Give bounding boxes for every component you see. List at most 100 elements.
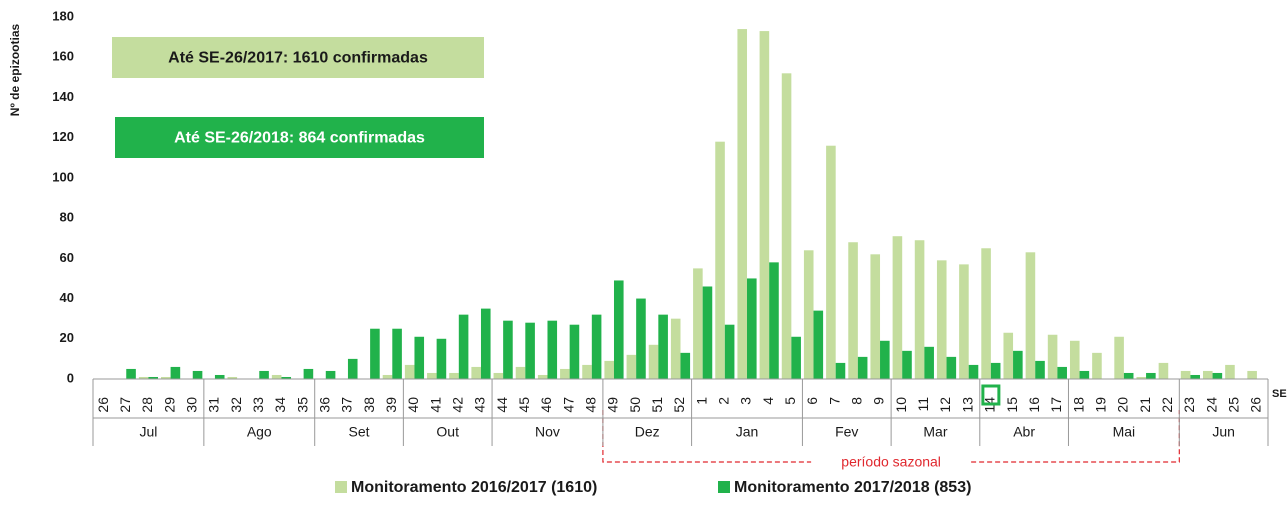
x-tick-label: 22 — [1159, 397, 1175, 413]
bar — [737, 29, 748, 380]
group-label: Jan — [736, 424, 759, 440]
bar — [1069, 340, 1080, 379]
x-tick-label: 35 — [294, 397, 310, 413]
x-tick-label: 27 — [117, 397, 133, 413]
bar — [1025, 252, 1036, 379]
bar — [515, 366, 526, 379]
y-axis-title: Nº de epizootias — [8, 23, 22, 116]
bar — [1047, 334, 1058, 379]
bar — [1003, 332, 1014, 379]
group-label: Out — [436, 424, 459, 440]
bar — [126, 368, 136, 379]
y-tick-label: 0 — [67, 370, 74, 385]
bar — [1079, 370, 1090, 379]
bar — [1123, 372, 1134, 379]
x-tick-label: 19 — [1092, 397, 1108, 413]
bar — [781, 73, 792, 380]
bar — [427, 372, 437, 379]
group-label: Set — [349, 424, 370, 440]
bar — [1212, 372, 1223, 379]
bar — [404, 364, 415, 379]
annotation-box — [112, 37, 484, 78]
x-tick-label: 20 — [1115, 397, 1131, 413]
x-tick-label: 11 — [915, 397, 931, 412]
bar — [813, 310, 824, 379]
bar — [414, 336, 425, 379]
bar — [848, 242, 858, 379]
x-tick-label: 21 — [1137, 397, 1153, 413]
bar — [648, 344, 659, 379]
legend-label: Monitoramento 2017/2018 (853) — [734, 479, 971, 496]
x-tick-label: 6 — [804, 397, 820, 405]
bar — [370, 328, 380, 379]
x-tick-label: 43 — [472, 397, 488, 413]
y-tick-label: 120 — [52, 129, 74, 144]
bar — [680, 352, 691, 379]
bar — [1114, 336, 1124, 379]
x-tick-label: 18 — [1070, 397, 1086, 413]
bar — [537, 374, 548, 379]
bar — [715, 141, 725, 379]
bar — [880, 340, 890, 379]
legend-label: Monitoramento 2016/2017 (1610) — [351, 479, 597, 496]
group-label: Mar — [923, 424, 947, 440]
x-tick-label: 8 — [849, 397, 865, 405]
bar — [613, 280, 624, 379]
x-tick-label: 31 — [206, 397, 222, 413]
x-tick-label: 42 — [450, 397, 466, 413]
x-tick-label: 1 — [693, 397, 709, 405]
bar — [392, 328, 402, 379]
x-tick-label: 17 — [1048, 397, 1064, 413]
legend-swatch — [718, 481, 730, 493]
bar — [382, 374, 393, 379]
annotation-box — [115, 117, 484, 158]
bar — [525, 322, 535, 379]
bar — [1013, 350, 1023, 379]
bar — [281, 376, 292, 379]
annotation-text: Até SE-26/2018: 864 confirmadas — [174, 130, 425, 147]
bar — [1035, 360, 1045, 379]
x-tick-label: 2 — [716, 397, 732, 405]
x-tick-label: 26 — [95, 397, 111, 413]
bar — [769, 262, 779, 379]
y-tick-label: 20 — [60, 330, 74, 345]
group-label: Jul — [139, 424, 157, 440]
bar — [1202, 370, 1213, 379]
x-tick-label: 44 — [494, 397, 510, 413]
bar — [626, 354, 637, 379]
bar — [724, 324, 735, 379]
bar — [503, 320, 513, 379]
bar — [547, 320, 558, 379]
bar — [693, 268, 703, 379]
group-label: Dez — [635, 424, 660, 440]
bar — [658, 314, 668, 379]
bar — [449, 372, 459, 379]
x-tick-label: 38 — [361, 397, 377, 413]
bar — [271, 374, 282, 379]
bar — [604, 360, 614, 379]
bar — [759, 31, 770, 379]
bar — [924, 346, 934, 379]
bar — [1158, 362, 1169, 379]
bar — [560, 368, 570, 379]
bar — [591, 314, 602, 379]
bar — [569, 324, 580, 379]
y-tick-label: 60 — [60, 250, 74, 265]
x-tick-label: 26 — [1248, 397, 1264, 413]
bar — [347, 358, 358, 379]
x-tick-label: 28 — [139, 397, 155, 413]
bar — [636, 298, 646, 379]
x-tick-label: 32 — [228, 397, 244, 413]
bar — [1136, 376, 1147, 379]
x-tick-label: 47 — [560, 397, 576, 413]
y-tick-label: 160 — [52, 49, 74, 64]
bar — [835, 362, 846, 379]
x-tick-label: 36 — [316, 397, 332, 413]
y-tick-label: 100 — [52, 169, 74, 184]
y-tick-label: 140 — [52, 89, 74, 104]
x-tick-label: 48 — [583, 397, 599, 413]
x-tick-label: 51 — [649, 397, 665, 413]
x-tick-label: 45 — [516, 397, 532, 413]
bar — [892, 236, 903, 379]
